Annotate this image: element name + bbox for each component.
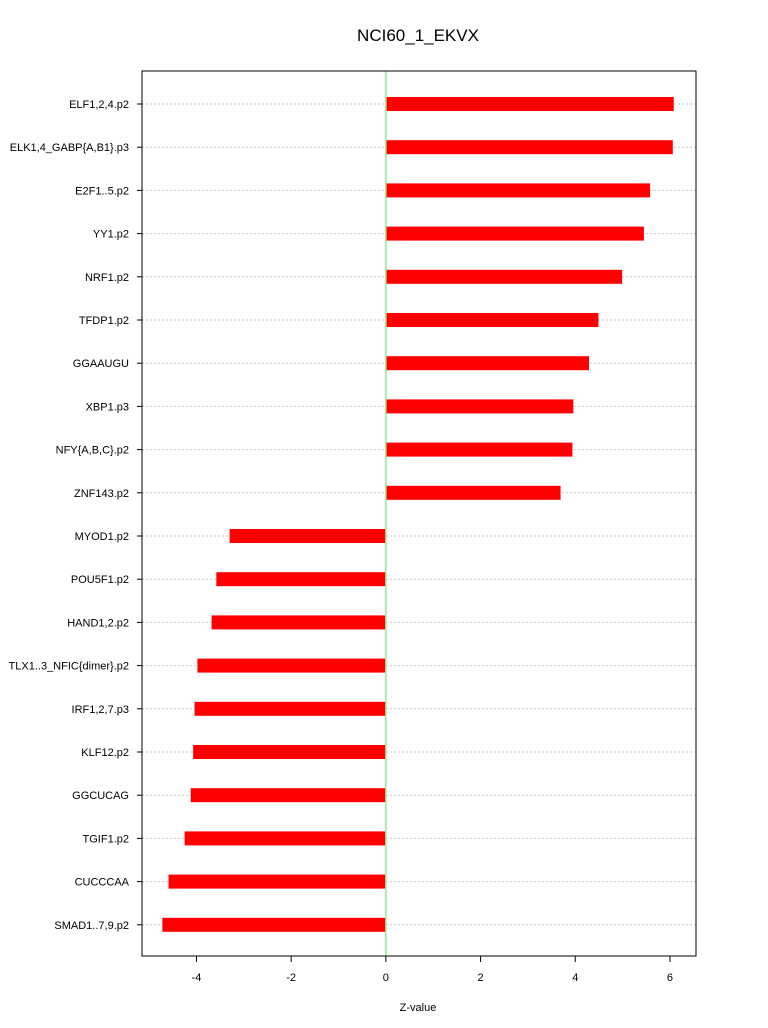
x-tick-label: -2: [286, 972, 296, 984]
bar: [385, 226, 644, 241]
category-label: SMAD1..7,9.p2: [54, 920, 129, 932]
category-label: CUCCCAA: [75, 877, 130, 889]
plot-frame: [141, 70, 697, 957]
category-label: MYOD1.p2: [75, 531, 129, 543]
bar: [385, 97, 674, 111]
bar: [193, 745, 386, 759]
bars: [162, 97, 674, 932]
bar: [229, 529, 386, 543]
category-label: NRF1.p2: [85, 272, 129, 284]
bar: [385, 399, 574, 414]
chart-title: NCI60_1_EKVX: [357, 26, 479, 45]
bar: [216, 572, 386, 587]
x-tick-label: 2: [477, 972, 483, 984]
x-tick-label: 4: [572, 972, 578, 984]
category-label: ZNF143.p2: [74, 488, 129, 500]
category-label: IRF1,2,7.p3: [72, 704, 129, 716]
bar: [385, 356, 589, 371]
bar: [385, 442, 573, 457]
bar: [211, 615, 386, 630]
category-label: GGCUCAG: [72, 790, 129, 802]
category-label: HAND1,2.p2: [67, 617, 129, 629]
category-label: E2F1..5.p2: [75, 185, 129, 197]
bar: [385, 269, 623, 284]
category-label: POU5F1.p2: [71, 574, 129, 586]
bar: [385, 485, 561, 500]
bar: [194, 701, 386, 716]
category-label: GGAAUGU: [73, 358, 129, 370]
x-tick-label: 6: [667, 972, 673, 984]
bar: [385, 140, 673, 155]
bar: [162, 917, 386, 932]
bar: [385, 313, 599, 327]
bar: [168, 874, 386, 889]
category-label: NFY{A,B,C}.p2: [56, 445, 129, 457]
category-label: YY1.p2: [93, 229, 129, 241]
category-label: ELK1,4_GABP{A,B1}.p3: [10, 142, 129, 154]
category-label: KLF12.p2: [81, 747, 129, 759]
category-label: TLX1..3_NFIC{dimer}.p2: [9, 661, 129, 673]
x-tick-label: -4: [192, 972, 202, 984]
category-label: TFDP1.p2: [79, 315, 129, 327]
category-label: ELF1,2,4.p2: [69, 99, 129, 111]
category-labels: ELF1,2,4.p2 ELK1,4_GABP{A,B1}.p3 E2F1..5.p…: [9, 99, 142, 932]
bar: [184, 831, 386, 846]
category-label: XBP1.p3: [86, 401, 129, 413]
x-axis-title: Z-value: [400, 1002, 437, 1014]
x-tick-label: 0: [383, 972, 389, 984]
category-label: TGIF1.p2: [83, 833, 129, 845]
bar: [197, 658, 386, 673]
x-axis: -4 -2 0 2 4 6: [192, 956, 673, 984]
bar: [190, 788, 386, 803]
bar: [385, 183, 651, 198]
